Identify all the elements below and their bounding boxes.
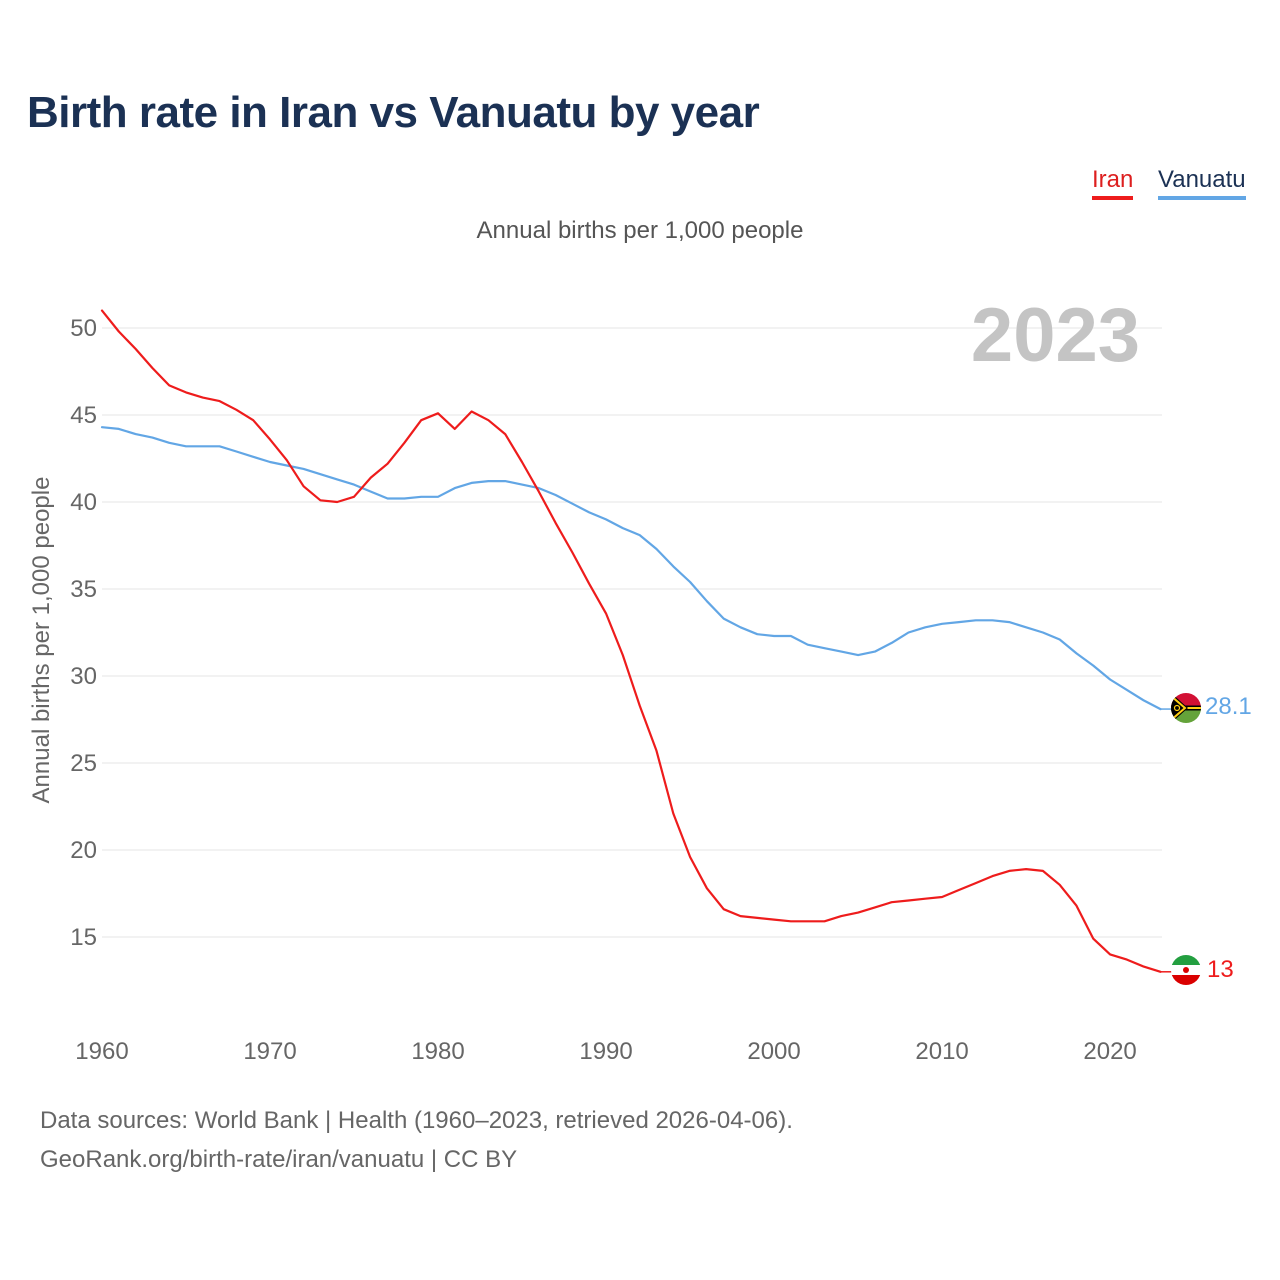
year-watermark: 2023 [971, 293, 1140, 378]
series-line-iran[interactable] [100, 309, 1162, 973]
y-tick-label-30: 30 [70, 663, 97, 690]
x-tick-labels: 1960 1970 1980 1990 2000 2010 2020 [75, 1038, 1136, 1065]
series-line-vanuatu[interactable] [100, 426, 1162, 711]
y-tick-label-50: 50 [70, 315, 97, 342]
end-label-iran: 13 [1207, 956, 1234, 983]
iran-flag-icon [1171, 955, 1201, 985]
x-tick-label-1990: 1990 [579, 1038, 632, 1065]
y-tick-label-25: 25 [70, 750, 97, 777]
vanuatu-flag-icon [1171, 693, 1201, 723]
y-tick-label-15: 15 [70, 924, 97, 951]
x-tick-label-1970: 1970 [243, 1038, 296, 1065]
end-label-vanuatu: 28.1 [1205, 693, 1252, 720]
y-tick-labels: 15 20 25 30 35 40 45 50 [70, 315, 97, 951]
source-line-1: Data sources: World Bank | Health (1960–… [40, 1107, 793, 1134]
legend-item-vanuatu[interactable]: Vanuatu [1158, 166, 1246, 200]
y-tick-label-20: 20 [70, 837, 97, 864]
y-tick-label-45: 45 [70, 402, 97, 429]
x-tick-label-2020: 2020 [1083, 1038, 1136, 1065]
y-tick-label-35: 35 [70, 576, 97, 603]
grid-lines [102, 327, 1162, 938]
x-tick-label-1980: 1980 [411, 1038, 464, 1065]
legend-swatch-vanuatu [1158, 196, 1246, 200]
legend-label-vanuatu: Vanuatu [1158, 166, 1246, 193]
series-lines [100, 309, 1172, 973]
x-tick-label-1960: 1960 [75, 1038, 128, 1065]
legend-label-iran: Iran [1092, 166, 1134, 193]
source-line-2[interactable]: GeoRank.org/birth-rate/iran/vanuatu | CC… [40, 1146, 518, 1173]
chart-subtitle: Annual births per 1,000 people [476, 217, 804, 244]
chart-title: Birth rate in Iran vs Vanuatu by year [27, 88, 760, 137]
x-tick-label-2010: 2010 [915, 1038, 968, 1065]
legend-swatch-iran [1092, 196, 1134, 200]
y-tick-label-40: 40 [70, 489, 97, 516]
legend-item-iran[interactable]: Iran [1092, 166, 1134, 200]
x-tick-label-2000: 2000 [747, 1038, 800, 1065]
